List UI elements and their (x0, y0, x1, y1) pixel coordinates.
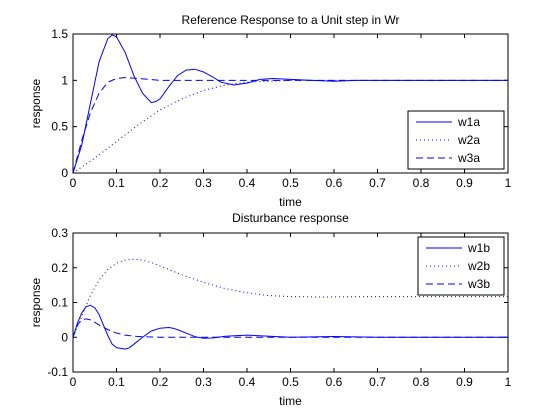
y-tick-label: -0.1 (47, 365, 68, 379)
x-tick-label: 0.1 (108, 375, 125, 389)
legend-label: w2b (467, 259, 490, 273)
chart-disturbance-response: 0 0.1 0.2 0.3 0.4 0.5 0.6 0.7 0.8 0.9 1-0.100.10.2… (29, 211, 512, 408)
series-line-w1a (73, 34, 508, 173)
x-tick-label: 0.6 (326, 176, 343, 190)
y-axis-label: response (29, 78, 43, 128)
x-tick-label: 0.2 (152, 375, 169, 389)
legend-label: w2a (457, 133, 480, 147)
y-tick-label: 0.3 (51, 226, 68, 240)
legend-label: w3a (457, 151, 480, 165)
y-tick-label: 0 (61, 330, 68, 344)
legend-box (417, 236, 505, 296)
y-tick-label: 0.1 (51, 296, 68, 310)
x-tick-label: 0.7 (369, 375, 386, 389)
legend: w1a w2a w3a (407, 110, 505, 170)
x-tick-label: 0.5 (282, 176, 299, 190)
legend-label: w1a (457, 115, 480, 129)
y-tick-label: 0.2 (51, 261, 68, 275)
x-tick-label: 0.8 (413, 375, 430, 389)
x-tick-label: 1 (505, 176, 512, 190)
series-line-w3b (73, 318, 508, 338)
x-tick-label: 0.7 (369, 176, 386, 190)
x-tick-label: 0.5 (282, 375, 299, 389)
x-tick-label: 0.9 (456, 375, 473, 389)
x-tick-label: 0.2 (152, 176, 169, 190)
x-tick-label: 0.8 (413, 176, 430, 190)
y-axis-label: response (29, 277, 43, 327)
x-tick-label: 1 (505, 375, 512, 389)
series-line-w1b (73, 304, 508, 350)
series-line-w2a (73, 79, 508, 173)
y-tick-label: 0.5 (51, 120, 68, 134)
x-tick-label: 0.6 (326, 375, 343, 389)
y-tick-label: 1.5 (51, 27, 68, 41)
x-axis-label: time (279, 195, 302, 209)
x-tick-label: 0.4 (239, 176, 256, 190)
legend-label: w1b (467, 241, 490, 255)
y-tick-label: 1 (61, 73, 68, 87)
x-tick-label: 0.3 (195, 375, 212, 389)
legend: w1b w2b w3b (417, 236, 505, 296)
x-tick-label: 0.3 (195, 176, 212, 190)
x-tick-label: 0.1 (108, 176, 125, 190)
series-w2a (73, 79, 508, 173)
series-w2b (73, 258, 508, 338)
x-tick-label: 0.4 (239, 375, 256, 389)
series-w1a (73, 34, 508, 173)
legend-box (407, 110, 505, 170)
chart-title: Disturbance response (232, 211, 349, 225)
y-tick-label: 0 (61, 166, 68, 180)
x-tick-label: 0.9 (456, 176, 473, 190)
chart-reference-response: 0 0.1 0.2 0.3 0.4 0.5 0.6 0.7 0.8 0.9 1 0 0.5 1 1.5 Ref… (29, 13, 512, 209)
series-w3b (73, 318, 508, 338)
series-w1b (73, 304, 508, 350)
legend-label: w3b (467, 277, 490, 291)
x-tick-label: 0 (70, 176, 77, 190)
x-tick-label: 0 (70, 375, 77, 389)
x-axis-label: time (279, 394, 302, 408)
chart-title: Reference Response to a Unit step in Wr (182, 13, 400, 27)
series-line-w2b (73, 258, 508, 338)
